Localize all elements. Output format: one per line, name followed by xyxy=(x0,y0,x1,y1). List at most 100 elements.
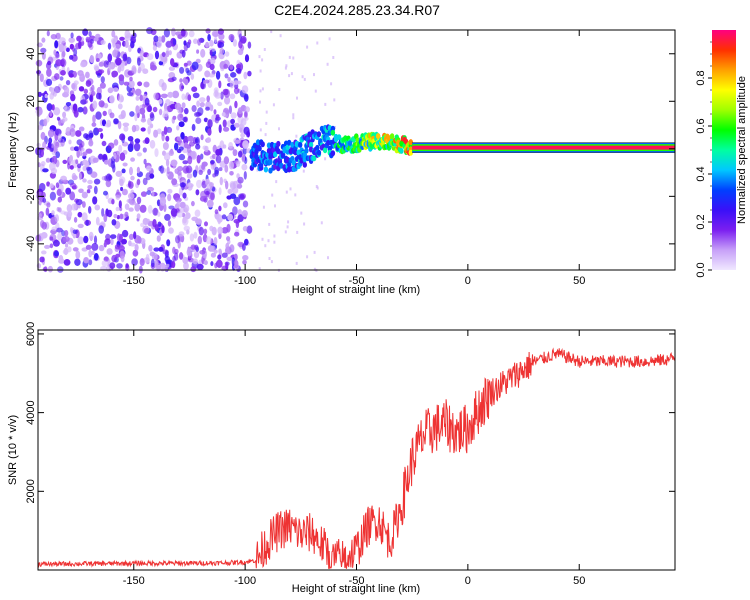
noise-cell xyxy=(113,152,117,160)
noise-cell xyxy=(237,214,244,223)
noise-cell xyxy=(223,126,230,132)
x-tick-label: -50 xyxy=(349,575,365,587)
noise-cell xyxy=(129,76,133,82)
noise-cell xyxy=(215,155,222,164)
noise-cell xyxy=(106,248,113,255)
spectrogram-noise-cells xyxy=(35,27,336,274)
noise-cell xyxy=(196,218,202,226)
noise-cell xyxy=(171,261,176,269)
noise-cell xyxy=(89,95,93,102)
noise-cell xyxy=(161,132,165,142)
noise-cell xyxy=(191,105,197,112)
noise-cell xyxy=(95,58,100,62)
noise-cell xyxy=(112,39,116,48)
noise-cell xyxy=(230,118,236,125)
signal-cell xyxy=(315,144,320,151)
noise-cell xyxy=(219,47,225,55)
noise-cell xyxy=(72,184,78,190)
noise-cell xyxy=(78,86,85,92)
noise-cell xyxy=(112,87,119,92)
noise-cell xyxy=(200,134,204,141)
noise-cell xyxy=(302,169,305,173)
noise-cell xyxy=(244,54,250,63)
noise-cell xyxy=(198,169,203,175)
noise-cell xyxy=(151,191,155,197)
y-tick-label: 4000 xyxy=(25,400,37,424)
noise-cell xyxy=(105,179,112,188)
noise-cell xyxy=(209,63,215,71)
noise-cell xyxy=(100,76,105,84)
noise-cell xyxy=(119,152,126,161)
noise-cell xyxy=(238,40,243,49)
noise-cell xyxy=(166,263,170,268)
noise-cell xyxy=(171,76,177,82)
noise-cell xyxy=(222,144,227,149)
noise-cell xyxy=(79,150,83,157)
noise-cell xyxy=(101,208,105,217)
noise-cell xyxy=(139,107,146,115)
noise-cell xyxy=(180,28,186,37)
noise-cell xyxy=(229,93,236,100)
noise-cell xyxy=(54,73,60,80)
noise-cell xyxy=(103,213,108,223)
noise-cell xyxy=(174,142,179,151)
noise-cell xyxy=(285,190,288,194)
noise-cell xyxy=(108,142,115,149)
noise-cell xyxy=(147,105,153,113)
noise-cell xyxy=(239,123,244,128)
noise-cell xyxy=(98,69,105,74)
noise-cell xyxy=(218,167,223,172)
signal-cell xyxy=(316,149,322,156)
noise-cell xyxy=(78,188,84,194)
noise-cell xyxy=(296,230,299,234)
noise-cell xyxy=(53,145,58,154)
signal-cell xyxy=(268,159,273,165)
noise-cell xyxy=(86,166,91,171)
noise-cell xyxy=(324,102,327,106)
noise-cell xyxy=(210,57,216,65)
noise-cell xyxy=(186,70,192,76)
noise-cell xyxy=(207,168,212,176)
noise-cell xyxy=(79,71,84,78)
noise-cell xyxy=(161,35,166,43)
noise-cell xyxy=(193,38,198,45)
noise-cell xyxy=(100,221,106,227)
noise-cell xyxy=(114,43,121,50)
noise-cell xyxy=(126,56,132,65)
noise-cell xyxy=(40,220,45,228)
noise-cell xyxy=(78,126,85,132)
noise-cell xyxy=(73,109,79,118)
noise-cell xyxy=(88,31,92,37)
noise-cell xyxy=(228,160,234,170)
noise-cell xyxy=(107,42,112,50)
noise-cell xyxy=(94,204,101,211)
noise-cell xyxy=(179,182,186,188)
noise-cell xyxy=(273,234,276,238)
noise-cell xyxy=(144,137,150,145)
noise-cell xyxy=(303,222,306,226)
noise-cell xyxy=(193,231,198,239)
signal-cell xyxy=(399,147,404,154)
noise-cell xyxy=(142,217,149,226)
noise-cell xyxy=(190,266,197,273)
noise-cell xyxy=(123,125,129,132)
noise-cell xyxy=(209,104,214,112)
noise-cell xyxy=(146,190,152,196)
noise-cell xyxy=(210,261,214,267)
noise-cell xyxy=(47,265,54,273)
noise-cell xyxy=(217,226,224,235)
noise-cell xyxy=(80,61,87,68)
noise-cell xyxy=(201,164,206,170)
noise-cell xyxy=(220,91,224,100)
noise-cell xyxy=(100,132,104,139)
noise-cell xyxy=(327,256,329,260)
noise-cell xyxy=(228,105,232,114)
snr-series-line xyxy=(37,347,676,570)
noise-cell xyxy=(234,80,242,85)
signal-cell xyxy=(268,167,273,174)
noise-cell xyxy=(264,133,267,137)
noise-cell xyxy=(208,73,216,78)
noise-cell xyxy=(178,153,186,161)
noise-cell xyxy=(82,151,88,156)
x-tick-label: -100 xyxy=(234,575,256,587)
